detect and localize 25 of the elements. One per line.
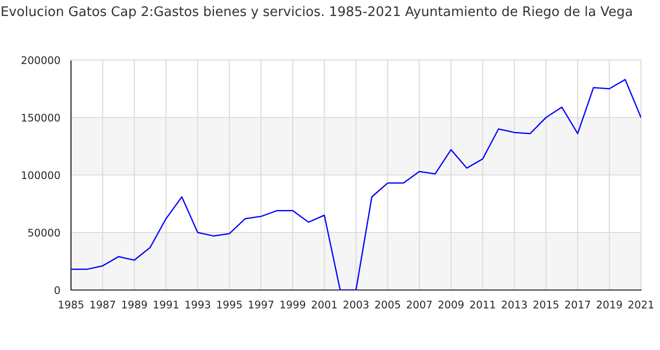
y-tick-label: 0 <box>54 286 60 294</box>
x-tick-label: 1991 <box>154 300 178 308</box>
x-tick-label: 1997 <box>248 300 274 308</box>
x-tick-label: 1985 <box>58 300 84 308</box>
x-tick-label: 2001 <box>312 300 337 308</box>
x-tick-label: 1993 <box>186 300 210 308</box>
x-tick-label: 2013 <box>502 300 527 308</box>
x-tick-label: 1999 <box>280 300 306 308</box>
x-tick-label: 2017 <box>565 300 590 308</box>
x-tick-label: 2007 <box>406 300 432 308</box>
y-tick-label: 50000 <box>28 228 60 237</box>
x-tick-label: 2021 <box>628 300 654 308</box>
x-tick-label: 1987 <box>90 300 116 308</box>
x-tick-label: 2005 <box>375 300 400 308</box>
x-tick-label: 2019 <box>596 300 622 308</box>
x-tick-label: 1989 <box>122 300 147 308</box>
x-tick-label: 2015 <box>534 300 558 308</box>
x-tick-label: 2003 <box>344 300 368 308</box>
y-tick-label: 200000 <box>22 56 60 64</box>
y-tick-label: 100000 <box>22 171 60 180</box>
x-tick-label: 2011 <box>470 300 495 308</box>
chart-title: Evolucion Gatos Cap 2:Gastos bienes y servicios. 1985-2021 Ayuntamiento de Riego de la Vega <box>2 6 632 19</box>
x-tick-label: 1995 <box>217 300 242 308</box>
y-tick-label: 150000 <box>22 114 60 122</box>
x-tick-label: 2009 <box>438 300 464 308</box>
